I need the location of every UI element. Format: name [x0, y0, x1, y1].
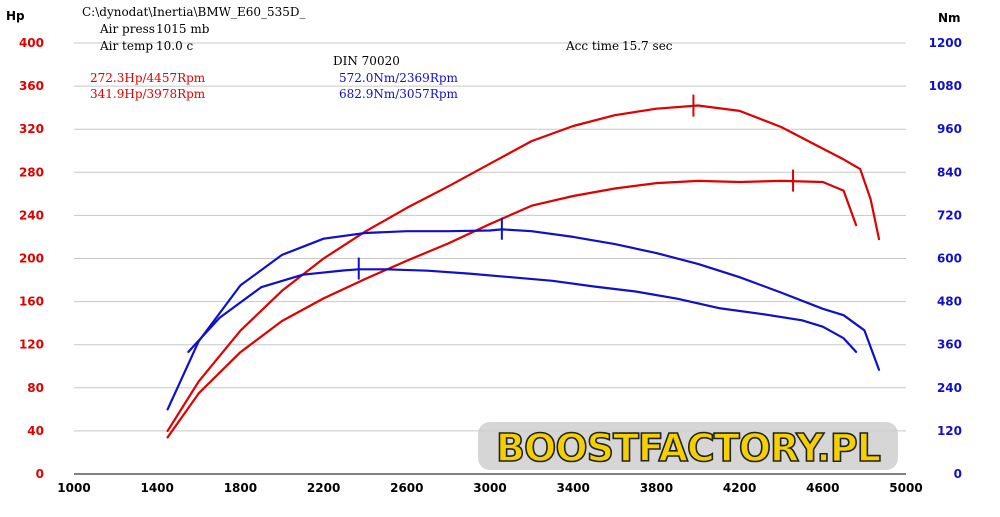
file-path: C:\dynodat\Inertia\BMW_E60_535D_	[82, 5, 306, 19]
series-layer	[166, 94, 881, 439]
right-tick-label: 120	[937, 424, 962, 438]
right-axis-tick-labels: 0 120 240 360 480 600 720 840 960 1080 1200	[929, 36, 962, 481]
watermark-text: BOOSTFACTORY.PL	[496, 426, 881, 470]
left-tick-label: 240	[19, 208, 44, 222]
x-tick-labels: 1000 1400 1800 2200 2600 3000 3400 3800 4200 4600…	[57, 481, 922, 495]
left-tick-label: 200	[19, 252, 44, 266]
air-temp-value: 10.0 c	[156, 39, 194, 53]
left-tick-label: 360	[19, 79, 44, 93]
x-tick-label: 4600	[806, 481, 839, 495]
right-tick-label: 240	[937, 381, 962, 395]
watermark-logo: BOOSTFACTORY.PL	[478, 422, 898, 471]
air-press-value: 1015 mb	[156, 22, 210, 36]
x-tick-label: 4200	[723, 481, 756, 495]
left-tick-label: 320	[19, 122, 44, 136]
x-tick-label: 1400	[140, 481, 173, 495]
x-tick-label: 3400	[556, 481, 589, 495]
left-tick-label: 400	[19, 36, 44, 50]
x-tick-label: 1800	[224, 481, 257, 495]
legend-power-tuned: 341.9Hp/3978Rpm	[90, 87, 206, 101]
x-tick-label: 1000	[57, 481, 90, 495]
standard-label: DIN 70020	[333, 54, 400, 68]
left-tick-label: 280	[19, 165, 44, 179]
left-tick-label: 160	[19, 295, 44, 309]
x-tick-label: 2200	[307, 481, 340, 495]
left-tick-label: 40	[27, 424, 44, 438]
right-tick-label: 360	[937, 338, 962, 352]
right-tick-label: 600	[937, 252, 962, 266]
legend-power-stock: 272.3Hp/4457Rpm	[90, 71, 206, 85]
right-tick-label: 720	[937, 208, 962, 222]
legend-torque-stock: 572.0Nm/2369Rpm	[339, 71, 459, 85]
left-axis-unit: Hp	[6, 9, 25, 23]
air-temp-label: Air temp	[99, 39, 153, 53]
x-tick-label: 5000	[889, 481, 922, 495]
right-tick-label: 840	[937, 165, 962, 179]
left-tick-label: 0	[36, 467, 44, 481]
series-line-4	[166, 228, 881, 411]
air-press-label: Air press	[99, 22, 155, 36]
left-tick-label: 80	[27, 381, 44, 395]
right-tick-label: 960	[937, 122, 962, 136]
legend-torque-tuned: 682.9Nm/3057Rpm	[339, 87, 459, 101]
left-axis-tick-labels: 0 40 80 120 160 200 240 280 320 360 400	[19, 36, 44, 481]
acc-time-label: Acc time	[565, 39, 619, 53]
series-line-2	[166, 104, 881, 432]
left-tick-label: 120	[19, 338, 44, 352]
x-tick-label: 2600	[390, 481, 423, 495]
x-tick-label: 3800	[640, 481, 673, 495]
right-axis-unit: Nm	[938, 11, 961, 25]
x-tick-label: 3000	[473, 481, 506, 495]
series-line-3	[187, 268, 858, 353]
right-tick-label: 0	[954, 467, 962, 481]
right-tick-label: 480	[937, 295, 962, 309]
grid-lines	[74, 42, 906, 432]
right-tick-label: 1200	[929, 36, 962, 50]
right-tick-label: 1080	[929, 79, 962, 93]
acc-time-value: 15.7 sec	[622, 39, 673, 53]
series-line-1	[166, 179, 858, 439]
